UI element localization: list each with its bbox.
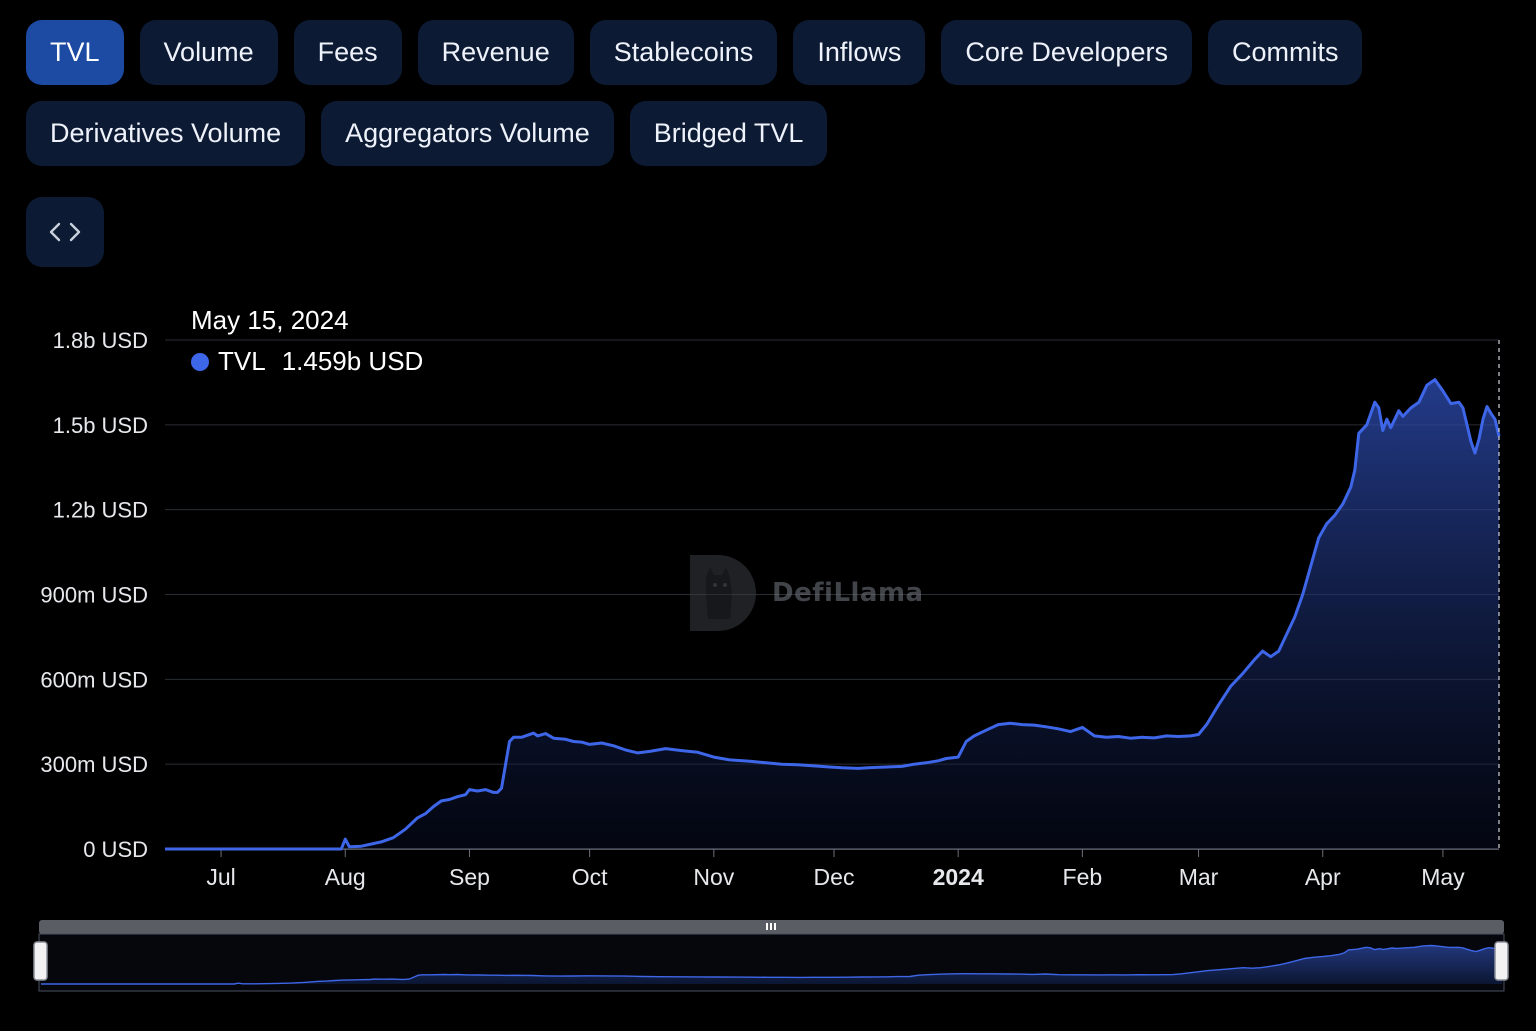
slider-handle-left[interactable] bbox=[33, 941, 48, 981]
defillama-watermark: DefiLlama bbox=[688, 553, 924, 633]
x-tick-label: Mar bbox=[1179, 864, 1219, 890]
x-tick-label: Dec bbox=[814, 864, 855, 890]
tab-fees[interactable]: Fees bbox=[293, 20, 402, 85]
tab-core-developers[interactable]: Core Developers bbox=[941, 20, 1192, 85]
tab-volume[interactable]: Volume bbox=[139, 20, 278, 85]
tab-revenue[interactable]: Revenue bbox=[417, 20, 574, 85]
x-tick-label: Jul bbox=[206, 864, 235, 890]
tooltip-value: 1.459b USD bbox=[281, 346, 424, 376]
x-tick-label: Aug bbox=[325, 864, 366, 890]
range-slider[interactable] bbox=[33, 920, 1509, 992]
metric-tabs-row-2: Derivatives Volume Aggregators Volume Brid… bbox=[26, 101, 1506, 166]
tooltip-row: TVL 1.459b USD bbox=[191, 346, 423, 377]
tooltip-series-name: TVL bbox=[218, 346, 266, 376]
slider-handle-right[interactable] bbox=[1494, 941, 1509, 981]
metric-tabs-row-1: TVL Volume Fees Revenue Stablecoins Inflows Co… bbox=[26, 20, 1506, 85]
overview-line bbox=[41, 944, 1503, 985]
y-tick-label: 300m USD bbox=[40, 752, 148, 777]
x-tick-label: Apr bbox=[1305, 864, 1341, 890]
x-tick-label: Oct bbox=[572, 864, 608, 890]
tab-tvl[interactable]: TVL bbox=[26, 20, 124, 85]
tab-inflows[interactable]: Inflows bbox=[793, 20, 926, 85]
metric-tabs: TVL Volume Fees Revenue Stablecoins Inflows Co… bbox=[26, 20, 1506, 182]
slider-grip-icon[interactable] bbox=[766, 923, 776, 930]
code-brackets-icon bbox=[49, 222, 81, 242]
x-tick-label: 2024 bbox=[933, 864, 984, 890]
watermark-text: DefiLlama bbox=[772, 578, 924, 608]
y-tick-label: 0 USD bbox=[83, 837, 148, 862]
tvl-line bbox=[165, 378, 1501, 851]
y-tick-label: 1.2b USD bbox=[53, 498, 148, 523]
y-tick-label: 900m USD bbox=[40, 583, 148, 608]
embed-button[interactable] bbox=[26, 197, 104, 267]
y-tick-label: 1.8b USD bbox=[53, 328, 148, 353]
tab-stablecoins[interactable]: Stablecoins bbox=[589, 20, 778, 85]
x-axis: Jul Aug Sep Oct Nov Dec 2024 Feb Mar Apr May bbox=[206, 849, 1465, 890]
x-tick-label: Nov bbox=[693, 864, 734, 890]
tooltip-date: May 15, 2024 bbox=[191, 305, 349, 335]
x-tick-label: Sep bbox=[449, 864, 490, 890]
x-tick-label: Feb bbox=[1063, 864, 1103, 890]
x-tick-label: May bbox=[1421, 864, 1465, 890]
y-tick-label: 1.5b USD bbox=[53, 413, 148, 438]
tab-commits[interactable]: Commits bbox=[1207, 20, 1363, 85]
tab-aggregators-volume[interactable]: Aggregators Volume bbox=[321, 101, 614, 166]
tab-derivatives-volume[interactable]: Derivatives Volume bbox=[26, 101, 306, 166]
tooltip-series-dot bbox=[191, 352, 209, 371]
llama-logo-icon bbox=[690, 555, 756, 631]
tab-bridged-tvl[interactable]: Bridged TVL bbox=[629, 101, 828, 166]
y-axis: 0 USD 300m USD 600m USD 900m USD 1.2b USD 1.5… bbox=[40, 328, 148, 862]
y-tick-label: 600m USD bbox=[40, 667, 148, 692]
